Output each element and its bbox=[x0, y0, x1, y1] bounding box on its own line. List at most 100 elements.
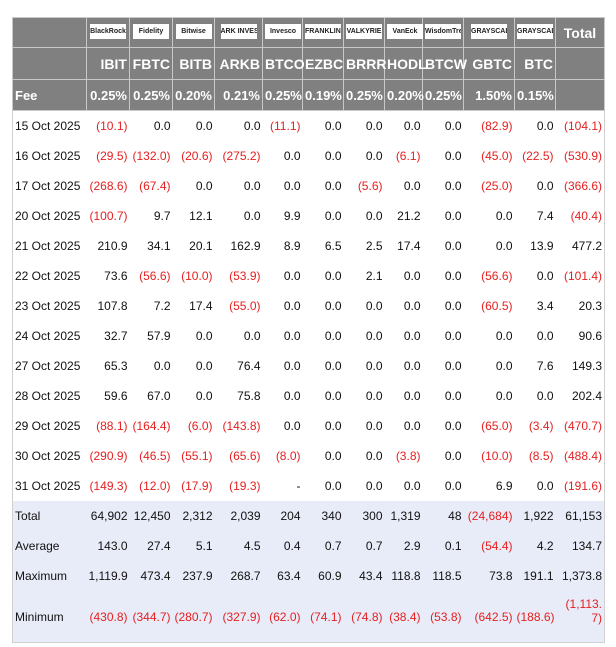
issuer-logo: GRAYSCALE bbox=[517, 23, 553, 39]
row-label: 30 Oct 2025 bbox=[15, 449, 81, 463]
row-label: Average bbox=[12, 531, 87, 561]
value-cell: (62.0) bbox=[262, 591, 303, 643]
summary-row: Total 64,902 12,450 2,312 2,039 204 340 300 1,31… bbox=[12, 501, 605, 531]
fee-cell: 0.25% bbox=[129, 79, 173, 111]
issuer-logo-cell: Bitwise bbox=[172, 17, 215, 48]
value-cell: 0.0 bbox=[444, 239, 462, 253]
value-cell: 61,153 bbox=[555, 501, 605, 531]
value-cell: 0.0 bbox=[324, 179, 342, 193]
row-label: Total bbox=[12, 501, 87, 531]
value-cell: 17.4 bbox=[189, 299, 213, 313]
value-cell: 0.0 bbox=[324, 389, 342, 403]
summary-row: Average 143.0 27.4 5.1 4.5 0.4 0.7 0.7 2.9 0.1 (54… bbox=[12, 531, 605, 561]
value-cell: 21.2 bbox=[397, 209, 421, 223]
value-cell: 0.0 bbox=[153, 119, 171, 133]
row-label: 31 Oct 2025 bbox=[15, 479, 81, 493]
value-cell: 0.0 bbox=[365, 299, 383, 313]
issuer-logo-cell: VALKYRIE bbox=[343, 17, 385, 48]
value-cell: 0.0 bbox=[243, 119, 261, 133]
value-cell: (100.7) bbox=[89, 209, 128, 223]
value-cell: (55.1) bbox=[181, 449, 213, 463]
value-cell: 90.6 bbox=[578, 329, 602, 343]
value-cell: 0.0 bbox=[324, 479, 342, 493]
value-cell: (60.5) bbox=[481, 299, 513, 313]
value-cell: 9.9 bbox=[283, 209, 301, 223]
value-cell: (53.9) bbox=[229, 269, 261, 283]
empty-cell bbox=[555, 47, 605, 80]
row-label: Maximum bbox=[12, 561, 87, 591]
value-cell: 0.0 bbox=[444, 209, 462, 223]
issuer-logo: Invesco bbox=[265, 23, 301, 39]
value-cell: 0.0 bbox=[324, 209, 342, 223]
value-cell: (327.9) bbox=[214, 591, 263, 643]
value-cell: 73.6 bbox=[104, 269, 128, 283]
value-cell: (8.5) bbox=[528, 449, 554, 463]
table-row: 27 Oct 2025 65.3 0.0 0.0 76.4 0.0 0.0 0.0 0.0 0.0… bbox=[13, 351, 605, 381]
corner-cell bbox=[12, 47, 87, 80]
issuer-logo: ARK INVEST bbox=[220, 23, 257, 39]
value-cell: 0.0 bbox=[403, 479, 421, 493]
value-cell: 0.0 bbox=[536, 119, 554, 133]
value-cell: 0.0 bbox=[444, 299, 462, 313]
ticker-header: BTC bbox=[514, 47, 556, 80]
value-cell: 57.9 bbox=[147, 329, 171, 343]
value-cell: 268.7 bbox=[214, 561, 263, 591]
corner-cell bbox=[12, 17, 87, 48]
row-label: 16 Oct 2025 bbox=[15, 149, 81, 163]
value-cell: 0.0 bbox=[283, 329, 301, 343]
value-cell: 76.4 bbox=[237, 359, 261, 373]
value-cell: 20.3 bbox=[578, 299, 602, 313]
value-cell: 0.0 bbox=[403, 119, 421, 133]
value-cell: 0.0 bbox=[283, 419, 301, 433]
value-cell: (275.2) bbox=[222, 149, 261, 163]
issuer-logo-cell: Invesco bbox=[262, 17, 303, 48]
value-cell: (74.1) bbox=[302, 591, 344, 643]
value-cell: (280.7) bbox=[172, 591, 215, 643]
value-cell: 13.9 bbox=[530, 239, 554, 253]
value-cell: 0.0 bbox=[444, 449, 462, 463]
value-cell: 0.0 bbox=[365, 359, 383, 373]
value-cell: (88.1) bbox=[96, 419, 128, 433]
value-cell: (8.0) bbox=[275, 449, 301, 463]
value-cell: (430.8) bbox=[86, 591, 130, 643]
value-cell: 0.0 bbox=[403, 419, 421, 433]
value-cell: (268.6) bbox=[89, 179, 128, 193]
value-cell: 7.4 bbox=[536, 209, 554, 223]
value-cell: 0.0 bbox=[195, 179, 213, 193]
value-cell: 0.4 bbox=[262, 531, 303, 561]
value-cell: (188.6) bbox=[514, 591, 556, 643]
row-label: 27 Oct 2025 bbox=[15, 359, 81, 373]
value-cell: (191.6) bbox=[563, 479, 602, 493]
issuer-logo-cell: ARK INVEST bbox=[214, 17, 263, 48]
value-cell: (56.6) bbox=[139, 269, 171, 283]
value-cell: 0.0 bbox=[324, 449, 342, 463]
value-cell: 1,119.9 bbox=[86, 561, 130, 591]
issuer-logo: VanEck bbox=[387, 23, 423, 39]
etf-flows-table: BlackRock Fidelity Bitwise ARK INVEST Invesc… bbox=[12, 17, 605, 643]
value-cell: 0.0 bbox=[403, 179, 421, 193]
value-cell: 0.7 bbox=[302, 531, 344, 561]
value-cell: 59.6 bbox=[104, 389, 128, 403]
value-cell: 0.0 bbox=[195, 389, 213, 403]
value-cell: (74.8) bbox=[343, 591, 385, 643]
value-cell: (55.0) bbox=[229, 299, 261, 313]
value-cell: 65.3 bbox=[104, 359, 128, 373]
value-cell: 1,922 bbox=[514, 501, 556, 531]
value-cell: 162.9 bbox=[230, 239, 261, 253]
value-cell: 0.0 bbox=[403, 389, 421, 403]
value-cell: (104.1) bbox=[563, 119, 602, 133]
value-cell: 73.8 bbox=[463, 561, 515, 591]
value-cell: 75.8 bbox=[237, 389, 261, 403]
value-cell: (20.6) bbox=[181, 149, 213, 163]
value-cell: (56.6) bbox=[481, 269, 513, 283]
row-label: 15 Oct 2025 bbox=[15, 119, 81, 133]
issuer-logo: VALKYRIE bbox=[346, 23, 382, 39]
ticker-row: IBIT FBTC BITB ARKB BTCO EZBC BRRR HODL BTCW GBTC… bbox=[12, 47, 605, 80]
value-cell: 0.0 bbox=[536, 269, 554, 283]
summary-row: Maximum 1,119.9 473.4 237.9 268.7 63.4 60.9 43.… bbox=[12, 561, 605, 591]
value-cell: (642.5) bbox=[463, 591, 515, 643]
table-row: 28 Oct 2025 59.6 67.0 0.0 75.8 0.0 0.0 0.0 0.0 0.… bbox=[13, 381, 605, 411]
value-cell: 0.0 bbox=[403, 299, 421, 313]
value-cell: 0.0 bbox=[403, 329, 421, 343]
value-cell: (17.9) bbox=[181, 479, 213, 493]
